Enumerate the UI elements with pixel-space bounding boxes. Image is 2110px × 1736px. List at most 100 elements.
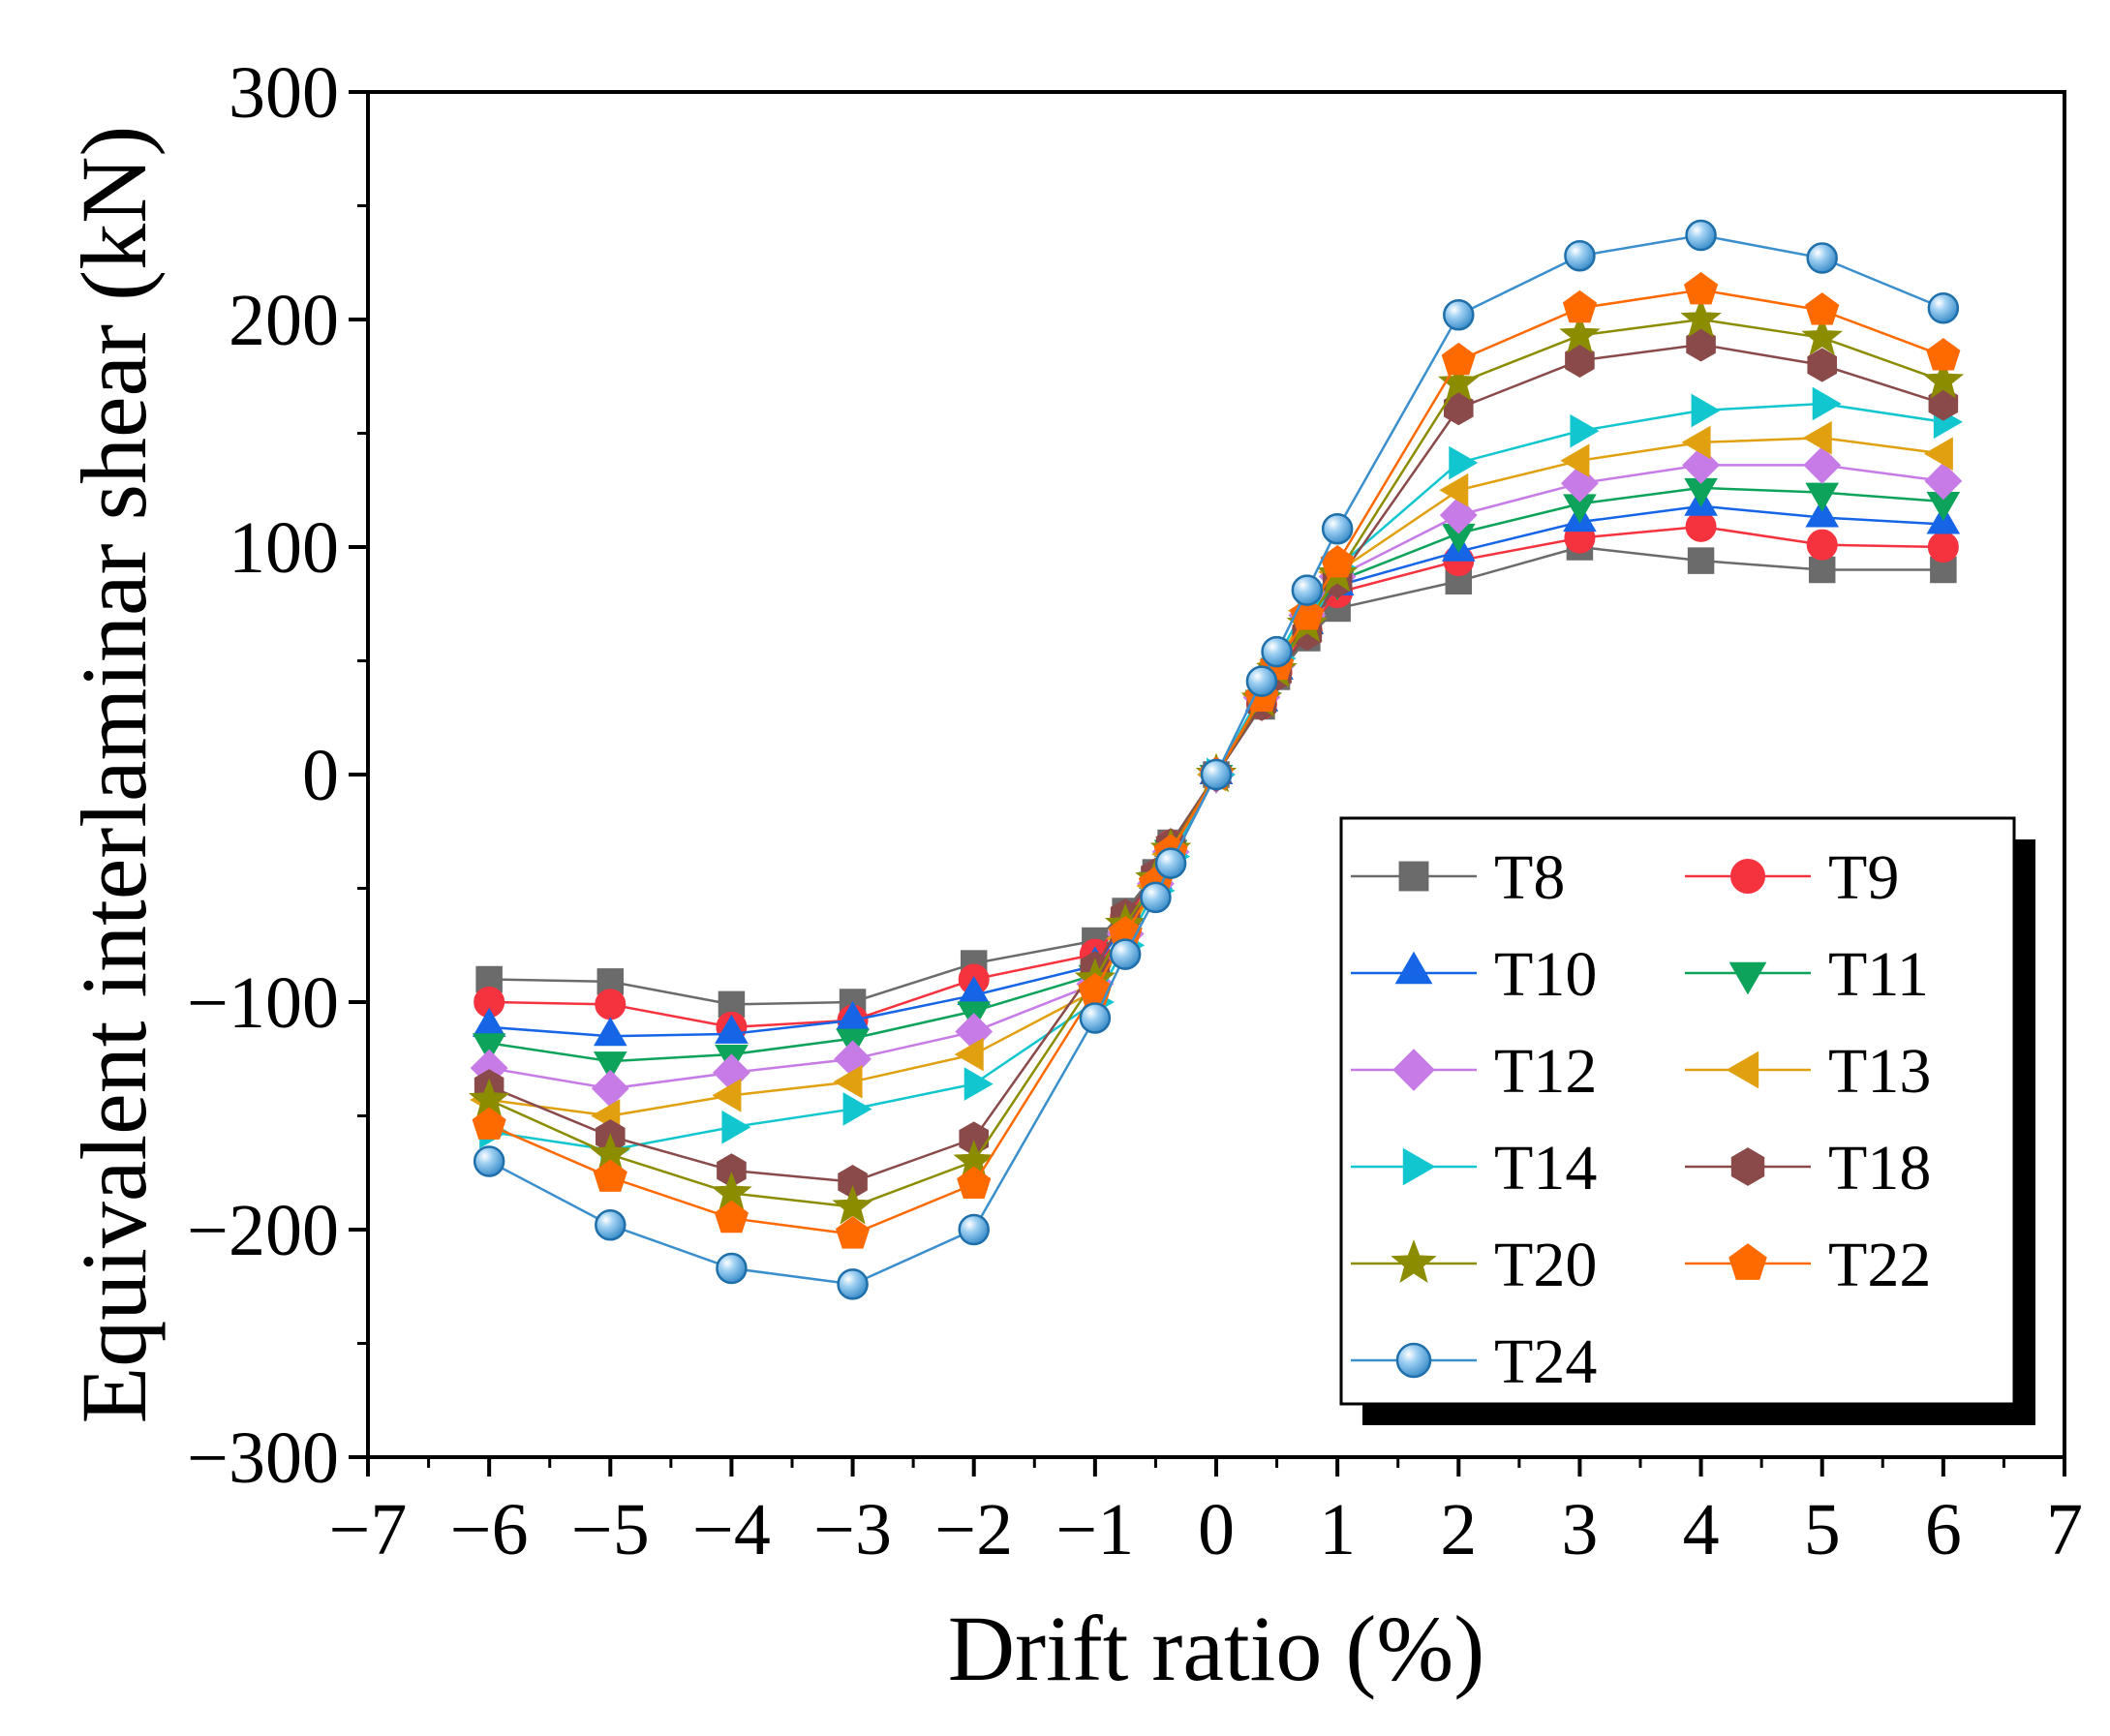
data-point-T24 — [958, 1213, 990, 1246]
data-point-T24 — [473, 1145, 505, 1177]
legend-marker — [1395, 1342, 1432, 1379]
data-point-T24 — [1927, 292, 1960, 324]
data-point-T12 — [1803, 445, 1842, 484]
data-point-T20 — [1801, 316, 1843, 355]
data-point-T24 — [1109, 938, 1142, 970]
x-tick-label: −2 — [934, 1489, 1013, 1570]
data-point-T9 — [1685, 510, 1717, 542]
data-point-T22 — [1805, 292, 1840, 325]
data-point-T11 — [1805, 482, 1840, 512]
legend-label: T10 — [1494, 939, 1597, 1010]
x-tick-label: 1 — [1319, 1489, 1356, 1570]
x-tick-label: −7 — [329, 1489, 408, 1570]
data-point-T24 — [1154, 847, 1187, 879]
data-point-T14 — [1570, 413, 1600, 448]
legend-item-T24: T24 — [1351, 1326, 1597, 1397]
data-point-T24 — [837, 1268, 869, 1300]
legend-marker — [1728, 1243, 1767, 1280]
legend-marker — [1391, 1239, 1437, 1284]
data-point-T22 — [714, 1200, 749, 1233]
data-point-T22 — [593, 1159, 627, 1192]
data-point-T24 — [1443, 299, 1475, 331]
y-tick-label: 0 — [302, 735, 339, 816]
data-point-T22 — [1562, 289, 1598, 323]
data-point-T22 — [472, 1107, 506, 1140]
legend-marker — [1730, 859, 1765, 894]
data-point-T18 — [1686, 327, 1716, 362]
legend-item-T22: T22 — [1685, 1230, 1931, 1300]
legend-label: T14 — [1494, 1133, 1597, 1203]
legend-marker — [1394, 951, 1433, 985]
data-point-T20 — [1559, 314, 1601, 353]
x-tick-label: 6 — [1925, 1489, 1962, 1570]
data-point-T14 — [842, 1092, 872, 1126]
data-point-T13 — [833, 1064, 863, 1099]
y-tick-label: −200 — [187, 1190, 339, 1271]
data-point-T24 — [1291, 574, 1324, 606]
legend-item-T20: T20 — [1351, 1230, 1597, 1300]
data-point-T24 — [1140, 881, 1172, 914]
legend-item-T18: T18 — [1685, 1133, 1931, 1203]
x-tick-label: −3 — [813, 1489, 892, 1570]
data-point-T20 — [1680, 297, 1722, 338]
data-point-T22 — [1683, 271, 1719, 305]
data-point-T24 — [1564, 239, 1596, 272]
data-point-T13 — [1560, 443, 1590, 478]
x-axis-label: Drift ratio (%) — [948, 1597, 1484, 1700]
data-point-T10 — [593, 1017, 627, 1047]
data-point-T8 — [1687, 547, 1715, 574]
y-tick-label: 100 — [229, 507, 339, 589]
y-axis-label: Equivalent interlaminar shear (kN) — [62, 126, 166, 1424]
data-point-T22 — [1926, 338, 1961, 371]
data-point-T20 — [1922, 359, 1965, 399]
legend-label: T22 — [1828, 1230, 1931, 1300]
legend-label: T13 — [1828, 1036, 1931, 1107]
x-tick-label: −5 — [571, 1489, 650, 1570]
y-tick-label: 200 — [229, 280, 339, 361]
legend-marker — [1730, 1147, 1765, 1186]
data-point-T24 — [1261, 635, 1293, 668]
data-point-T13 — [1923, 437, 1953, 471]
data-point-T13 — [1802, 420, 1832, 455]
legend-label: T18 — [1828, 1133, 1931, 1203]
data-point-T10 — [715, 1014, 749, 1044]
x-tick-label: 3 — [1561, 1489, 1598, 1570]
legend-marker — [1402, 1147, 1436, 1186]
x-tick-label: 0 — [1198, 1489, 1235, 1570]
data-point-T22 — [1441, 342, 1476, 376]
series-group — [468, 219, 1965, 1300]
legend-item-T9: T9 — [1685, 842, 1899, 913]
x-tick-label: 4 — [1683, 1489, 1720, 1570]
data-point-T9 — [1927, 532, 1959, 563]
legend-label: T24 — [1494, 1326, 1597, 1397]
data-point-T18 — [1443, 390, 1474, 426]
legend-label: T8 — [1494, 842, 1565, 913]
data-point-T18 — [1565, 343, 1595, 378]
legend-label: T12 — [1494, 1036, 1597, 1107]
data-point-T13 — [954, 1037, 984, 1072]
series-T24 — [473, 219, 1960, 1300]
x-tick-label: −1 — [1055, 1489, 1134, 1570]
data-point-T11 — [593, 1051, 627, 1081]
data-point-T24 — [1079, 1002, 1112, 1034]
legend: T8 T9 T10 T11 T12 T13 T14 T18 T20 T22 T24 — [1339, 816, 2035, 1425]
x-tick-label: 5 — [1804, 1489, 1841, 1570]
x-tick-label: 2 — [1440, 1489, 1477, 1570]
data-point-T20 — [1438, 361, 1480, 401]
data-point-T24 — [1806, 242, 1838, 274]
legend-box — [1339, 816, 2016, 1406]
x-tick-label: −4 — [692, 1489, 771, 1570]
data-point-T14 — [1812, 386, 1842, 421]
data-point-T10 — [1805, 498, 1840, 528]
x-tick-label: 7 — [2046, 1489, 2083, 1570]
data-point-T24 — [1245, 665, 1278, 697]
data-point-T12 — [591, 1069, 629, 1108]
data-point-T14 — [963, 1067, 994, 1101]
legend-marker — [1398, 861, 1429, 892]
data-point-T9 — [595, 989, 627, 1020]
legend-item-T10: T10 — [1351, 939, 1597, 1010]
legend-marker — [1392, 1049, 1435, 1091]
data-point-T14 — [721, 1110, 751, 1144]
data-point-T13 — [712, 1079, 742, 1112]
